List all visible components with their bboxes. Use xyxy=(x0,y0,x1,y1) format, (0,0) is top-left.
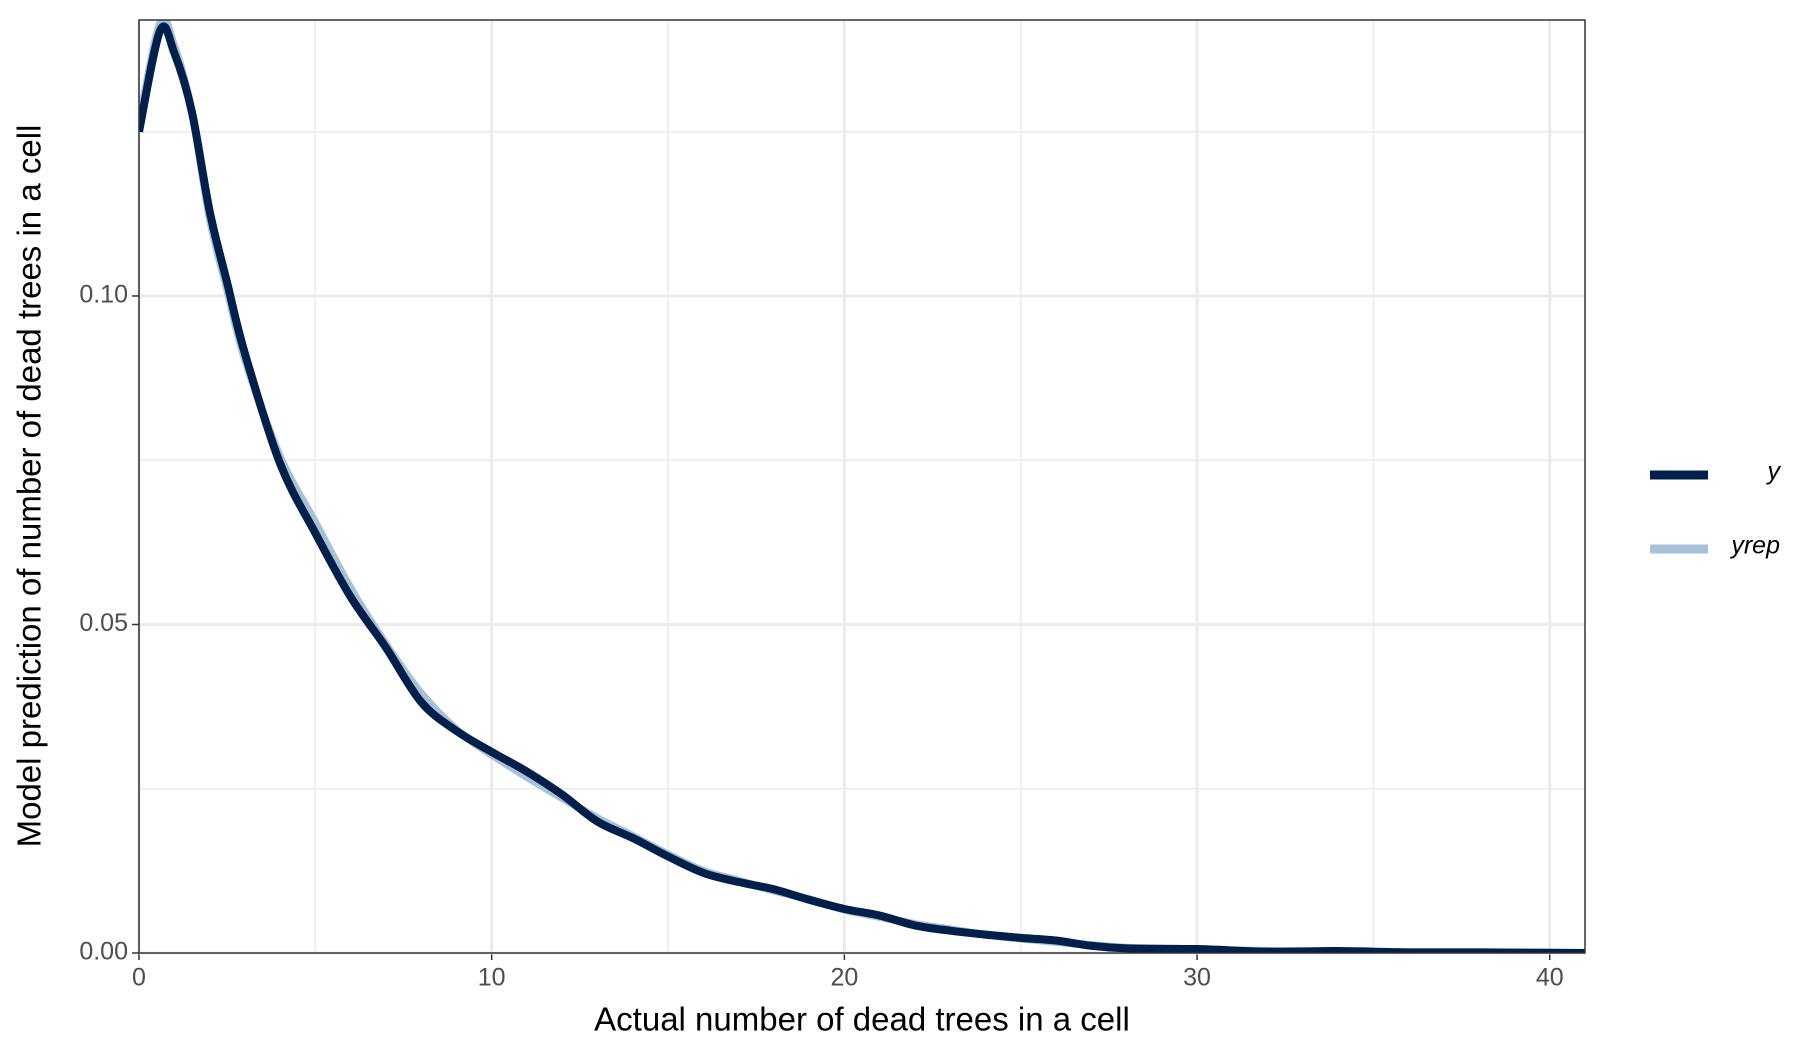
x-tick-label: 0 xyxy=(132,964,146,992)
y-axis-title: Model prediction of number of dead trees… xyxy=(11,125,48,848)
x-tick-label: 40 xyxy=(1536,964,1564,992)
legend-label: yrep xyxy=(1729,532,1780,560)
x-tick-label: 30 xyxy=(1183,964,1211,992)
x-axis-title: Actual number of dead trees in a cell xyxy=(594,1001,1130,1038)
legend-label: y xyxy=(1766,458,1782,486)
density-line xyxy=(139,22,1585,953)
y-tick-label: 0.10 xyxy=(79,281,128,309)
density-line xyxy=(139,20,1585,953)
x-tick-label: 20 xyxy=(830,964,858,992)
plot-frame xyxy=(138,19,1586,954)
x-tick-label: 10 xyxy=(478,964,506,992)
y-tick-label: 0.05 xyxy=(79,609,128,637)
y-tick-label: 0.00 xyxy=(79,938,128,966)
